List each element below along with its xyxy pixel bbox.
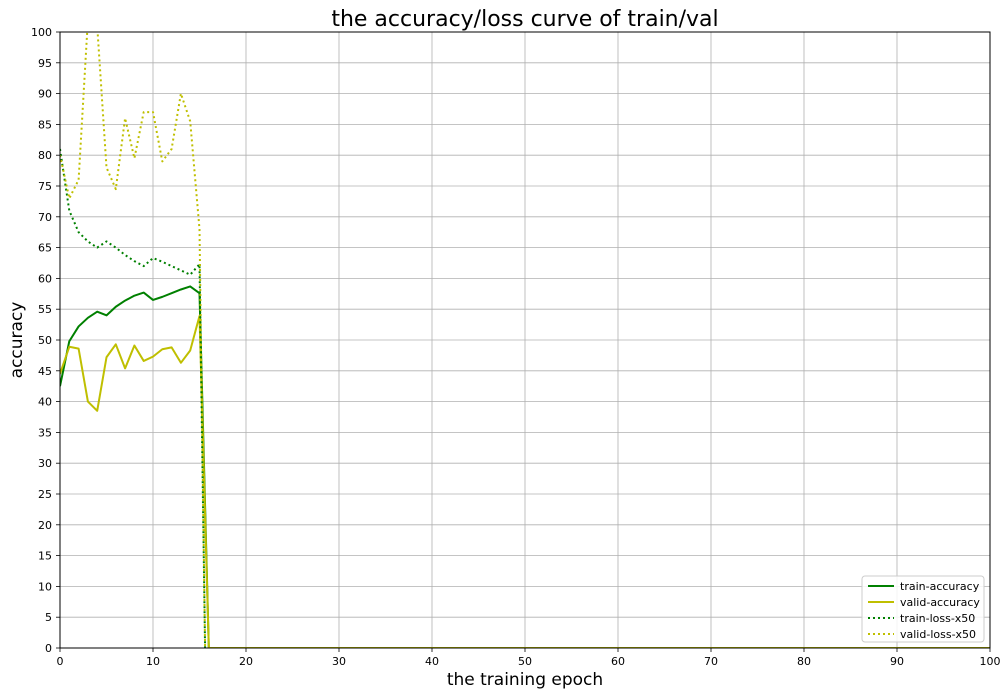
- series-line-train-accuracy: [60, 285, 990, 648]
- chart-title: the accuracy/loss curve of train/val: [331, 7, 718, 32]
- y-tick-label: 45: [38, 365, 52, 378]
- y-tick-label: 90: [38, 88, 52, 101]
- legend: train-accuracy valid-accuracy train-loss-x…: [861, 575, 985, 643]
- y-tick-label: 85: [38, 118, 52, 131]
- x-tick-label: 80: [797, 655, 811, 668]
- x-tick-label: 30: [332, 655, 346, 668]
- x-tick-label: 0: [57, 655, 64, 668]
- y-tick-label: 30: [38, 457, 52, 470]
- y-tick-label: 75: [38, 180, 52, 193]
- x-tick-label: 10: [146, 655, 160, 668]
- series-line-valid-loss-x50: [60, 32, 207, 648]
- x-tick-label: 50: [518, 655, 532, 668]
- y-tick-label: 55: [38, 303, 52, 316]
- x-tick-label: 90: [890, 655, 904, 668]
- x-axis-ticks: 0 10 20 30 40 50 60 70 80 90 100: [57, 648, 1001, 668]
- y-tick-label: 0: [45, 642, 52, 655]
- y-axis-ticks: 0 5 10 15 20 25 30 35 40 45 50 55 60 65 70 75 80 85 90 95 10…: [31, 26, 60, 655]
- legend-label: valid-accuracy: [900, 596, 980, 609]
- series-line-train-loss-x50: [60, 148, 207, 648]
- x-tick-label: 40: [425, 655, 439, 668]
- x-axis-label: the training epoch: [447, 670, 603, 690]
- y-axis-label: accuracy: [7, 302, 27, 379]
- series-layer: [60, 32, 990, 648]
- legend-label: valid-loss-x50: [900, 628, 976, 641]
- x-tick-label: 60: [611, 655, 625, 668]
- y-tick-label: 15: [38, 550, 52, 563]
- x-tick-label: 100: [980, 655, 1001, 668]
- y-tick-label: 20: [38, 519, 52, 532]
- y-tick-label: 10: [38, 580, 52, 593]
- x-tick-label: 20: [239, 655, 253, 668]
- y-tick-label: 5: [45, 611, 52, 624]
- y-tick-label: 25: [38, 488, 52, 501]
- y-tick-label: 40: [38, 396, 52, 409]
- y-tick-label: 65: [38, 242, 52, 255]
- y-tick-label: 35: [38, 426, 52, 439]
- x-tick-label: 70: [704, 655, 718, 668]
- y-tick-label: 95: [38, 57, 52, 70]
- y-tick-label: 70: [38, 211, 52, 224]
- y-tick-label: 100: [31, 26, 52, 39]
- y-tick-label: 50: [38, 334, 52, 347]
- legend-label: train-accuracy: [900, 580, 980, 593]
- y-tick-label: 80: [38, 149, 52, 162]
- legend-label: train-loss-x50: [900, 612, 975, 625]
- y-tick-label: 60: [38, 272, 52, 285]
- legend-box: [861, 575, 985, 643]
- series-line-valid-accuracy: [60, 314, 990, 648]
